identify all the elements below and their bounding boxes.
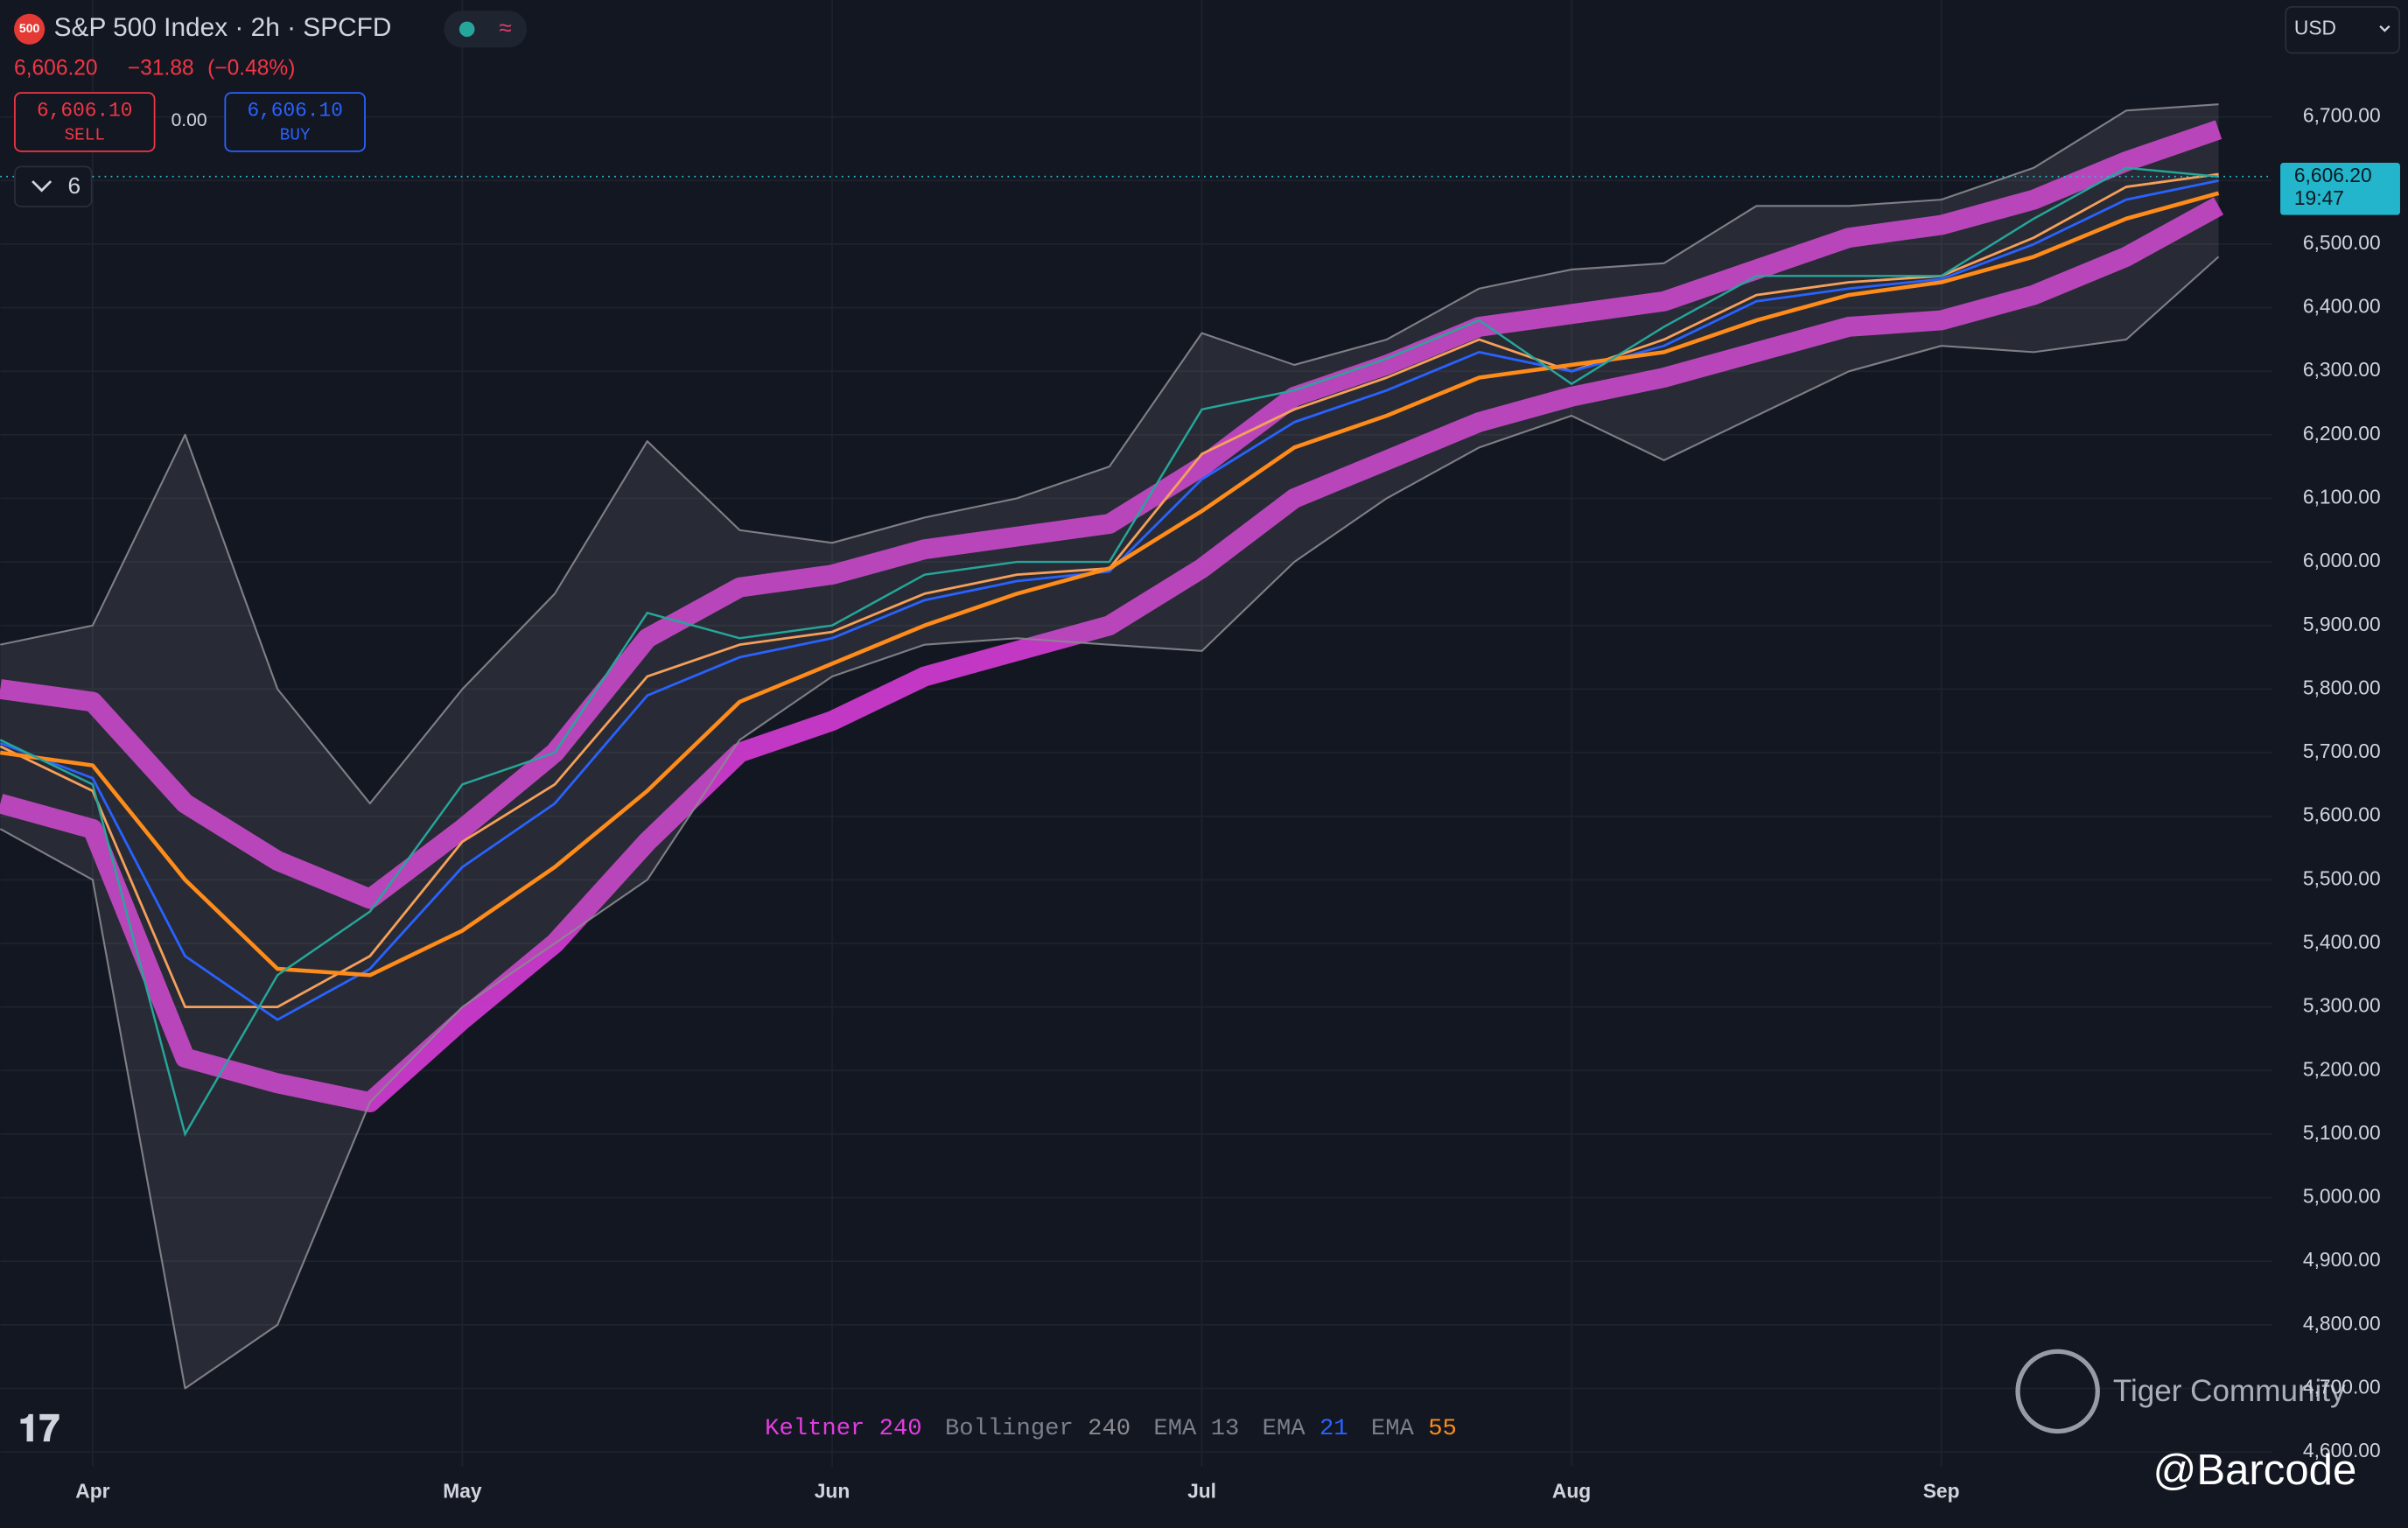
y-tick-label: 6,200.00 [2303, 422, 2381, 445]
legend-name: EMA [1371, 1415, 1415, 1442]
x-tick-label: Jul [1187, 1480, 1216, 1503]
bollinger-fill [0, 104, 2219, 1389]
currency-select[interactable] [2285, 6, 2400, 54]
sell-label[interactable]: SELL [65, 126, 105, 145]
last-price-badge [2280, 163, 2400, 215]
y-tick-label: 5,700.00 [2303, 739, 2381, 762]
sell-price[interactable]: 6,606.10 [37, 99, 132, 122]
legend-name: EMA [1263, 1415, 1306, 1442]
buy-button[interactable] [224, 92, 366, 152]
currency[interactable]: USD [2294, 16, 2336, 39]
legend-name: Bollinger [945, 1415, 1074, 1442]
status-icon: ≈ [499, 14, 511, 40]
x-tick-label: May [443, 1480, 482, 1503]
y-tick-label: 6,700.00 [2303, 104, 2381, 127]
legend-value: 55 [1428, 1415, 1457, 1442]
buy-label[interactable]: BUY [280, 126, 311, 145]
symbol-badge: 500 [19, 21, 40, 35]
legend-name: Keltner [765, 1415, 864, 1442]
y-tick-label: 4,900.00 [2303, 1248, 2381, 1271]
x-tick-label: Jun [815, 1480, 850, 1503]
plot-area [0, 103, 2273, 1390]
legend: Keltner 240 Bollinger 240 EMA 13 EMA 21 EMA 55 [765, 1415, 1457, 1442]
price-axis: 4,600.00 4,700.00 4,800.00 4,900.00 5,000.00… [75, 104, 2400, 1503]
y-tick-label: 4,700.00 [2303, 1375, 2381, 1398]
y-tick-label: 5,300.00 [2303, 994, 2381, 1017]
y-tick-label: 5,400.00 [2303, 930, 2381, 953]
y-tick-label: 5,200.00 [2303, 1057, 2381, 1080]
y-tick-label: 5,100.00 [2303, 1121, 2381, 1144]
x-tick-label: Aug [1552, 1480, 1591, 1503]
chevron [32, 180, 52, 193]
price-change: −31.88 [128, 56, 194, 80]
x-tick-label: Apr [75, 1480, 109, 1503]
legend-value: 21 [1320, 1415, 1348, 1442]
y-tick-label: 4,800.00 [2303, 1312, 2381, 1335]
price-change-pct: (−0.48%) [207, 56, 295, 80]
ema-line [0, 179, 2219, 1021]
y-tick-label: 6,300.00 [2303, 358, 2381, 381]
countdown: 19:47 [2294, 186, 2344, 209]
symbol-icon [14, 13, 46, 45]
y-tick-label: 5,800.00 [2303, 676, 2381, 698]
watermark: Tiger Community [2113, 1374, 2346, 1408]
logo: 𝟏𝟕 [18, 1408, 60, 1449]
y-tick-label: 4,600.00 [2303, 1439, 2381, 1461]
chevron [2379, 25, 2390, 32]
legend-value: 240 [1088, 1415, 1130, 1442]
last-price: 6,606.20 [14, 56, 98, 80]
y-tick-label: 5,600.00 [2303, 803, 2381, 826]
watermark-icon [2015, 1349, 2100, 1434]
handle: @Barcode [2152, 1447, 2356, 1494]
bollinger-lower [0, 256, 2220, 1390]
legend-value: 13 [1211, 1415, 1240, 1442]
y-tick-label: 6,500.00 [2303, 231, 2381, 254]
y-tick-label: 6,400.00 [2303, 295, 2381, 318]
buy-price[interactable]: 6,606.10 [247, 99, 342, 122]
market-status [458, 21, 475, 38]
last-price-label: 6,606.20 [2294, 164, 2372, 186]
legend-name: EMA [1153, 1415, 1197, 1442]
price-line [0, 166, 2219, 1138]
y-tick-label: 6,100.00 [2303, 486, 2381, 508]
symbol-title[interactable]: S&P 500 Index · 2h · SPCFD [54, 13, 392, 42]
bollinger-upper [0, 103, 2219, 805]
ema-line [0, 191, 2220, 978]
legend-value: 240 [879, 1415, 922, 1442]
y-tick-label: 5,900.00 [2303, 613, 2381, 635]
y-tick-label: 5,000.00 [2303, 1185, 2381, 1208]
sell-button[interactable] [14, 92, 156, 152]
indicator-count[interactable]: 6 [67, 172, 80, 199]
x-tick-label: Sep [1923, 1480, 1960, 1503]
spread: 0.00 [172, 110, 207, 130]
status-pill [444, 11, 528, 48]
indicator-toggle[interactable] [14, 165, 93, 207]
keltner-upper [0, 120, 2222, 909]
y-tick-label: 6,000.00 [2303, 549, 2381, 571]
y-tick-label: 5,500.00 [2303, 866, 2381, 889]
